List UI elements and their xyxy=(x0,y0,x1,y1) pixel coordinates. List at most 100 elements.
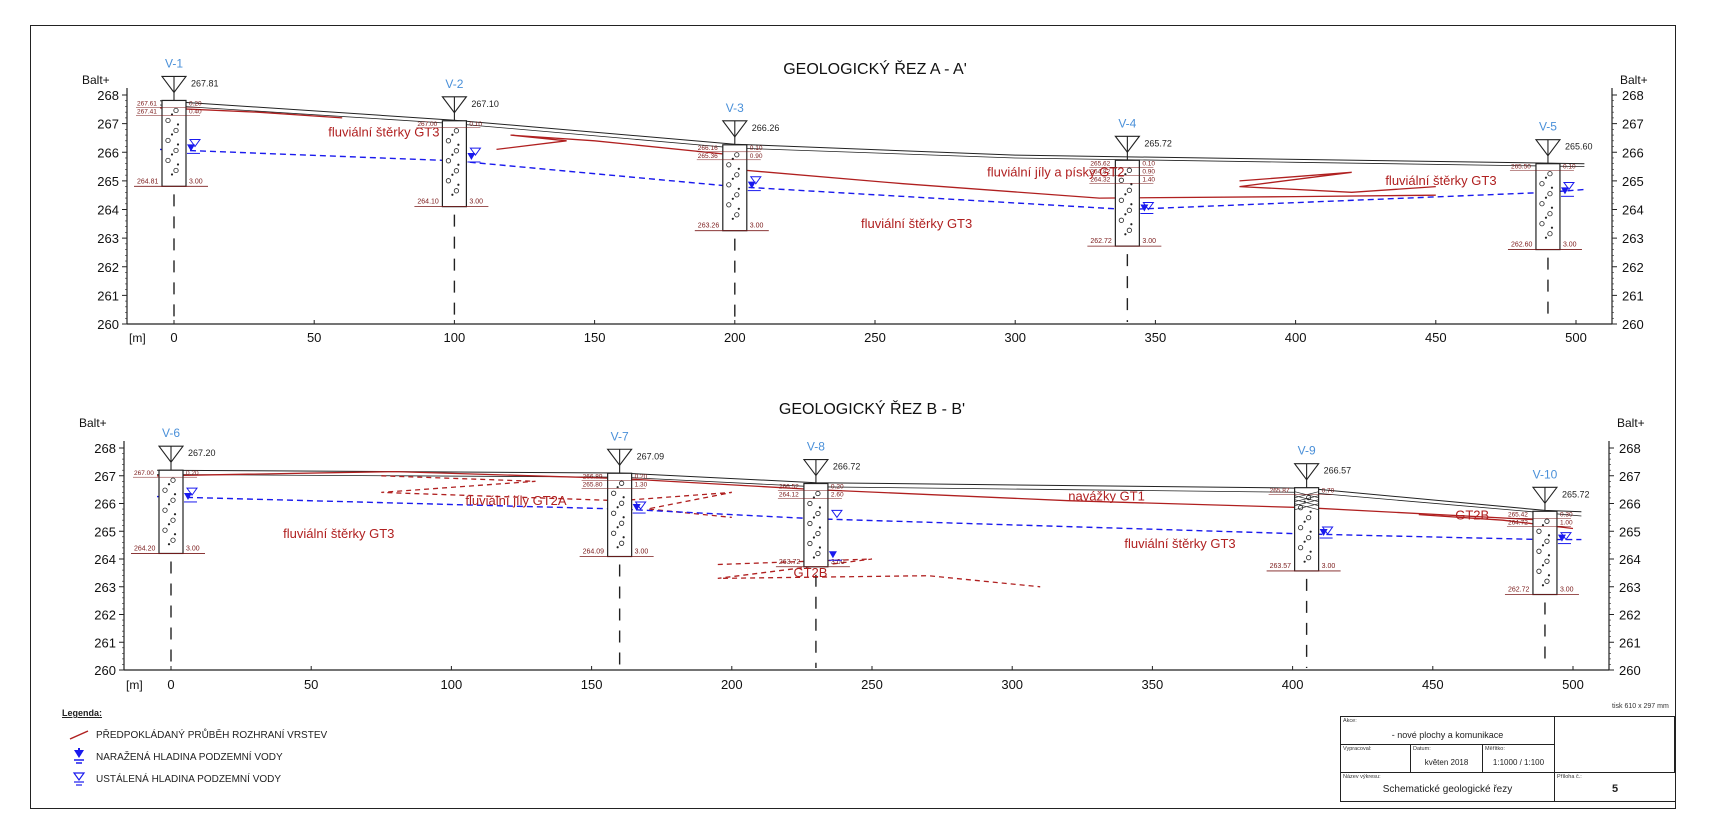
gravel-dot xyxy=(1550,186,1554,189)
layer-elevation-label: 265.62 xyxy=(1090,160,1110,167)
gravel-symbol xyxy=(1306,515,1312,521)
borehole-bottom-elevation: 264.09 xyxy=(583,549,605,556)
gravel-dot xyxy=(737,207,740,210)
y-tick-label: 263 xyxy=(1619,580,1641,595)
gravel-symbol xyxy=(726,182,732,188)
gravel-dot xyxy=(818,506,822,509)
y-tick-label: 260 xyxy=(1619,663,1641,678)
layer-elevation-label: 266.89 xyxy=(583,473,603,480)
gravel-dot xyxy=(167,503,171,506)
x-tick-label: 450 xyxy=(1425,330,1447,345)
y-tick-label: 261 xyxy=(94,635,116,650)
left-axis-label: Balt+ xyxy=(79,416,107,430)
borehole-depth: 3.00 xyxy=(831,559,845,566)
x-tick-label: 0 xyxy=(170,330,177,345)
x-tick-label: 200 xyxy=(721,677,743,692)
borehole-depth: 3.00 xyxy=(1142,238,1156,245)
x-tick-label: 50 xyxy=(304,677,318,692)
gravel-dot xyxy=(812,536,816,539)
steady-water-level-icon xyxy=(186,487,198,497)
gravel-dot xyxy=(1124,233,1127,236)
gravel-dot xyxy=(451,153,454,156)
borehole-v-2: V-2 267.10 264.10 3.00 267.00 0.10 xyxy=(414,77,499,322)
y-tick-label: 265 xyxy=(94,524,116,539)
x-tick-label: 150 xyxy=(584,330,606,345)
x-tick-label: 400 xyxy=(1285,330,1307,345)
borehole-name: V-3 xyxy=(726,101,744,115)
title-block-meritko: Měřítko: 1:1000 / 1:100 xyxy=(1483,745,1555,773)
gravel-symbol xyxy=(1306,495,1312,501)
gravel-dot xyxy=(167,523,171,526)
x-tick-label: 100 xyxy=(444,330,466,345)
gravel-symbol xyxy=(1118,217,1124,223)
gravel-symbol xyxy=(170,497,176,503)
gravel-symbol xyxy=(1306,535,1312,541)
ground-surface-line xyxy=(156,469,1582,513)
title-block-logo-area xyxy=(1555,717,1675,773)
borehole-v-8: V-8 266.72 263.72 3.00 266.52 0.20 264.12 2.60 xyxy=(775,440,860,668)
y-tick-label: 260 xyxy=(97,317,119,332)
y-tick-label: 264 xyxy=(94,552,116,567)
gravel-symbol xyxy=(445,138,451,144)
y-tick-label: 262 xyxy=(1619,608,1641,623)
borehole-depth: 3.00 xyxy=(635,549,649,556)
y-tick-label: 261 xyxy=(1622,288,1644,303)
gravel-dot xyxy=(457,163,460,166)
gravel-symbol xyxy=(815,550,821,557)
x-tick-label: 300 xyxy=(1001,677,1023,692)
gravel-dot xyxy=(1303,500,1306,503)
borehole-v-5: V-5 265.60 262.60 3.00 265.50 0.10 xyxy=(1507,120,1592,322)
gravel-dot xyxy=(1541,584,1545,587)
boundary-line-icon xyxy=(62,729,96,741)
x-tick-label: 150 xyxy=(581,677,603,692)
gravel-dot xyxy=(622,536,625,539)
y-tick-label: 261 xyxy=(1619,635,1641,650)
left-axis-label: Balt+ xyxy=(82,73,110,87)
x-tick-label: 300 xyxy=(1004,330,1026,345)
gravel-dot xyxy=(1547,534,1551,537)
gravel-symbol xyxy=(1298,505,1304,511)
y-tick-label: 262 xyxy=(1622,260,1644,275)
gravel-symbol xyxy=(173,127,179,134)
title-block-vypracoval: Vypracoval: xyxy=(1341,745,1411,773)
y-tick-label: 266 xyxy=(1619,497,1641,512)
gravel-dot xyxy=(616,526,619,529)
y-tick-label: 268 xyxy=(1619,441,1641,456)
gravel-dot xyxy=(1124,173,1127,176)
gravel-symbol xyxy=(611,490,617,496)
gravel-dot xyxy=(731,217,734,220)
found-water-level-icon xyxy=(1560,187,1569,195)
steady-water-level-icon xyxy=(62,770,96,788)
gravel-dot xyxy=(818,526,822,529)
borehole-depth: 3.00 xyxy=(750,223,764,230)
gravel-symbol xyxy=(619,500,625,506)
y-tick-label: 265 xyxy=(1622,174,1644,189)
gravel-symbol xyxy=(1536,568,1542,574)
layer-depth-label: 1.40 xyxy=(1142,176,1155,183)
layer-depth-label: 0.20 xyxy=(186,470,199,477)
legend: Legenda: PŘEDPOKLÁDANÝ PRŮBĚH ROZHRANÍ V… xyxy=(62,708,327,790)
borehole-bottom-elevation: 263.72 xyxy=(779,559,801,566)
borehole-depth: 3.00 xyxy=(1560,587,1574,594)
gravel-dot xyxy=(812,496,816,499)
borehole-v-6: V-6 267.20 264.20 3.00 267.00 0.20 xyxy=(131,426,216,668)
gravel-dot xyxy=(457,143,460,146)
gravel-symbol xyxy=(1544,538,1550,544)
found-water-level-icon xyxy=(632,504,641,512)
gravel-symbol xyxy=(173,107,179,114)
gravel-symbol xyxy=(611,530,617,536)
gravel-dot xyxy=(1544,196,1548,199)
borehole-name: V-7 xyxy=(611,429,629,443)
gravel-symbol xyxy=(173,167,179,174)
right-axis-label: Balt+ xyxy=(1617,416,1645,430)
gravel-dot xyxy=(1124,213,1127,216)
y-tick-label: 263 xyxy=(97,231,119,246)
gravel-dot xyxy=(170,113,174,116)
section-a-a: GEOLOGICKÝ ŘEZ A - A' Balt+ Balt+ [m] 260 260… xyxy=(82,56,1648,345)
gravel-symbol xyxy=(165,137,171,144)
layer-depth-label: 0.10 xyxy=(1563,164,1576,171)
borehole-name: V-5 xyxy=(1539,120,1557,134)
gravel-dot xyxy=(1303,560,1306,563)
y-tick-label: 264 xyxy=(1619,552,1641,567)
found-water-level-icon xyxy=(187,144,195,152)
